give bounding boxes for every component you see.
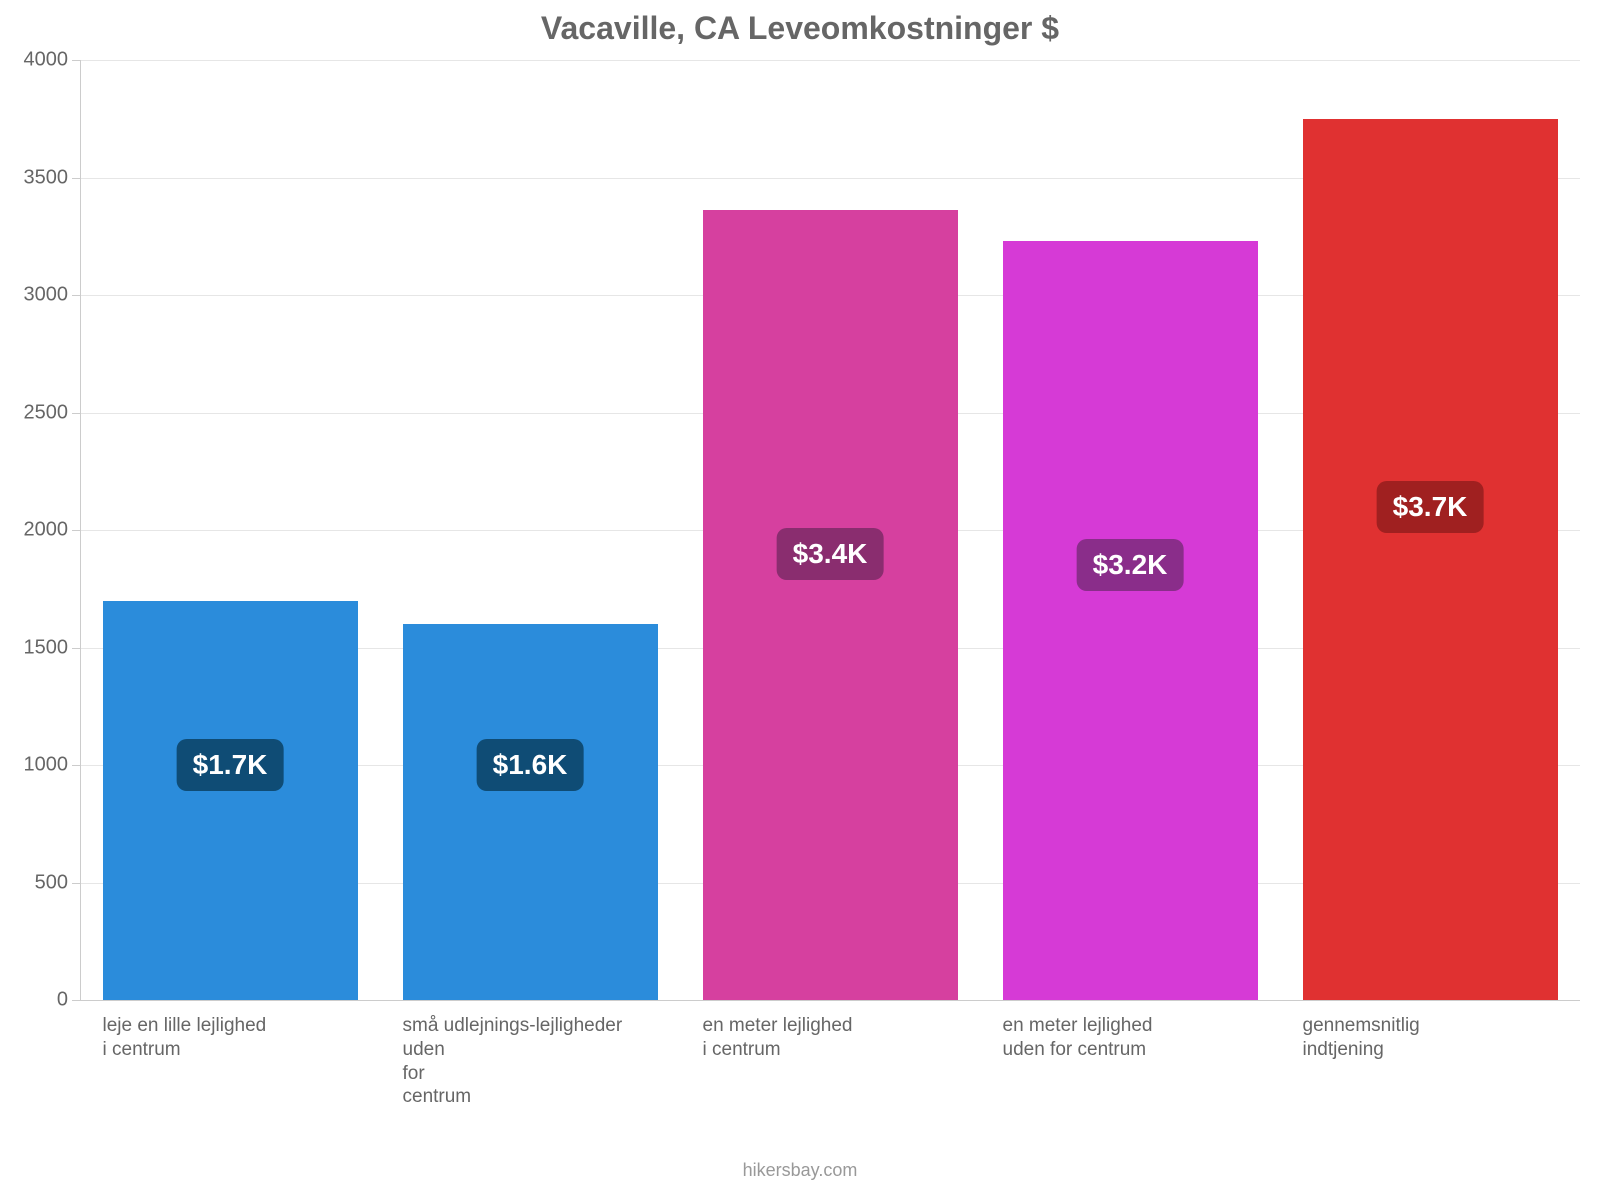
chart-credit: hikersbay.com	[0, 1160, 1600, 1181]
x-axis-label-line: små udlejnings-lejligheder	[403, 1014, 658, 1038]
x-axis-label-line: leje en lille lejlighed	[103, 1014, 358, 1038]
x-axis-label-line: gennemsnitlig	[1303, 1014, 1558, 1038]
y-tick-mark	[72, 60, 80, 61]
x-axis-label: en meter lejlighedi centrum	[703, 1014, 958, 1062]
bar	[1303, 119, 1558, 1000]
y-axis	[80, 60, 81, 1000]
y-tick-mark	[72, 883, 80, 884]
y-tick-mark	[72, 295, 80, 296]
bar-value-badge: $3.2K	[1077, 539, 1184, 591]
chart-title: Vacaville, CA Leveomkostninger $	[0, 10, 1600, 47]
bar	[703, 210, 958, 1000]
bar-value-badge: $1.7K	[177, 739, 284, 791]
bar-value-badge: $1.6K	[477, 739, 584, 791]
x-axis-label-line: en meter lejlighed	[1003, 1014, 1258, 1038]
x-axis-label: en meter lejligheduden for centrum	[1003, 1014, 1258, 1062]
chart-container: Vacaville, CA Leveomkostninger $ 0500100…	[0, 0, 1600, 1200]
y-tick-mark	[72, 765, 80, 766]
y-tick-mark	[72, 178, 80, 179]
y-tick-mark	[72, 413, 80, 414]
x-axis-label-line: i centrum	[703, 1038, 958, 1062]
x-axis-label: gennemsnitligindtjening	[1303, 1014, 1558, 1062]
bar-value-badge: $3.4K	[777, 528, 884, 580]
y-tick-mark	[72, 648, 80, 649]
bar-value-badge: $3.7K	[1377, 481, 1484, 533]
x-axis-label-line: uden	[403, 1038, 658, 1062]
y-tick-mark	[72, 1000, 80, 1001]
x-axis-label: leje en lille lejlighedi centrum	[103, 1014, 358, 1062]
x-axis-label-line: en meter lejlighed	[703, 1014, 958, 1038]
bar	[403, 624, 658, 1000]
x-axis-label-line: i centrum	[103, 1038, 358, 1062]
bar	[103, 601, 358, 1001]
plot-area: 05001000150020002500300035004000$1.7Klej…	[80, 60, 1580, 1000]
y-tick-mark	[72, 530, 80, 531]
x-axis-label-line: uden for centrum	[1003, 1038, 1258, 1062]
x-axis-label: små udlejnings-lejlighederudenforcentrum	[403, 1014, 658, 1109]
x-axis-label-line: indtjening	[1303, 1038, 1558, 1062]
x-axis	[80, 1000, 1580, 1001]
x-axis-label-line: for	[403, 1062, 658, 1086]
bar	[1003, 241, 1258, 1000]
x-axis-label-line: centrum	[403, 1085, 658, 1109]
y-gridline	[80, 60, 1580, 61]
